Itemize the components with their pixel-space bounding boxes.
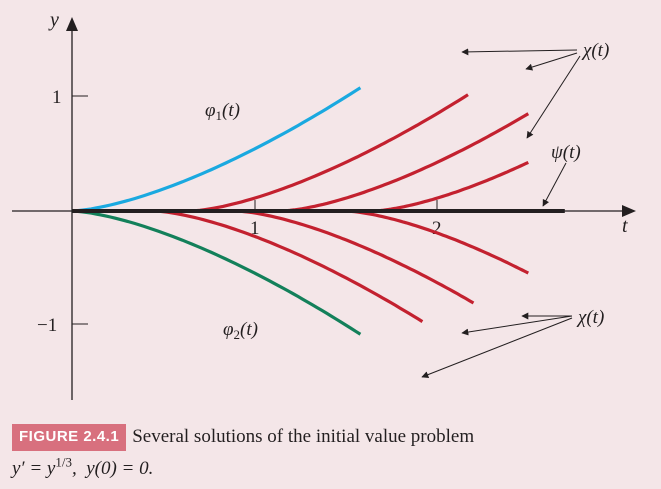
psi-arrow [542, 162, 567, 207]
x-tick-label-2: 2 [432, 218, 442, 239]
series-line-phi-0 [71, 86, 362, 213]
series-group [71, 86, 565, 336]
chi-label-top: χ(t) [581, 40, 609, 61]
x-axis-arrowhead [622, 205, 636, 217]
x-axis-label: t [622, 215, 628, 237]
series-line-chi-6 [154, 209, 424, 323]
y-axis-arrowhead [66, 17, 78, 31]
caption-line-1: Several solutions of the initial value p… [132, 426, 475, 447]
chi-label-bottom: χ(t) [576, 307, 604, 328]
psi-label: ψ(t) [551, 142, 581, 163]
series-line-phi-1 [71, 209, 362, 336]
series-line-chi-4 [373, 160, 529, 213]
chi-top-arrows [461, 48, 581, 139]
chi-bottom-arrows [421, 312, 573, 378]
figure-label: FIGURE 2.4.1 [12, 424, 127, 451]
y-tick-label-1: 1 [52, 87, 62, 108]
x-tick-label-1: 1 [250, 218, 260, 239]
series-line-chi-3 [281, 112, 530, 213]
solution-curves-chart: 1 2 1 −1 y t φ1(t) φ2(t) χ(t) χ(t) ψ(t) [12, 9, 636, 400]
figure-caption: FIGURE 2.4.1 Several solutions of the ini… [12, 424, 652, 481]
phi1-label: φ1(t) [205, 100, 240, 123]
y-tick-label-neg1: −1 [37, 315, 57, 336]
series-line-chi-5 [236, 209, 475, 305]
series-line-chi-2 [190, 93, 469, 213]
y-axis-label: y [48, 9, 59, 31]
phi2-label: φ2(t) [223, 319, 258, 342]
caption-line-2: y′ = y1/3, y(0) = 0. [12, 455, 154, 480]
series-line-chi-7 [345, 209, 530, 275]
